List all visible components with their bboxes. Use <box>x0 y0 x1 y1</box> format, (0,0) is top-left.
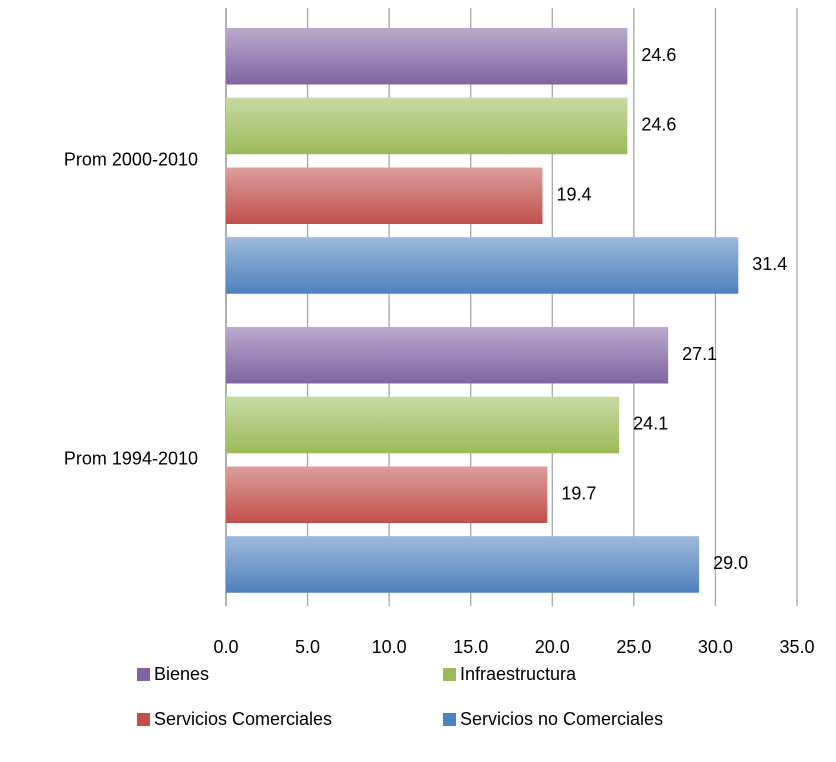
x-tick-label: 25.0 <box>616 637 651 657</box>
bar-shine <box>226 167 543 224</box>
value-label: 24.6 <box>641 45 676 65</box>
legend-marker <box>137 668 150 681</box>
bar-shine <box>226 466 548 523</box>
y-tick-label: Prom 1994-2010 <box>64 448 198 468</box>
value-label: 19.7 <box>561 483 596 503</box>
legend-label: Bienes <box>154 664 209 684</box>
bar-shine <box>226 237 739 294</box>
value-label: 31.4 <box>752 254 787 274</box>
legend-marker <box>137 713 150 726</box>
y-tick-label: Prom 2000-2010 <box>64 149 198 169</box>
legend-label: Servicios no Comerciales <box>460 709 663 729</box>
x-tick-label: 30.0 <box>698 637 733 657</box>
legend-label: Servicios Comerciales <box>154 709 332 729</box>
x-tick-label: 5.0 <box>295 637 320 657</box>
bar-shine <box>226 396 620 454</box>
bar-shine <box>226 97 628 155</box>
x-tick-label: 20.0 <box>535 637 570 657</box>
x-tick-label: 10.0 <box>372 637 407 657</box>
x-tick-label: 0.0 <box>213 637 238 657</box>
bar-shine <box>226 327 669 384</box>
bar-shine <box>226 536 700 593</box>
value-label: 24.6 <box>641 115 676 135</box>
value-label: 29.0 <box>713 553 748 573</box>
x-tick-label: 35.0 <box>779 637 814 657</box>
value-label: 24.1 <box>633 414 668 434</box>
legend-marker <box>443 668 456 681</box>
value-label: 27.1 <box>682 344 717 364</box>
legend-label: Infraestructura <box>460 664 577 684</box>
legend-marker <box>443 713 456 726</box>
value-label: 19.4 <box>556 184 591 204</box>
bar-shine <box>226 28 628 85</box>
x-tick-label: 15.0 <box>453 637 488 657</box>
